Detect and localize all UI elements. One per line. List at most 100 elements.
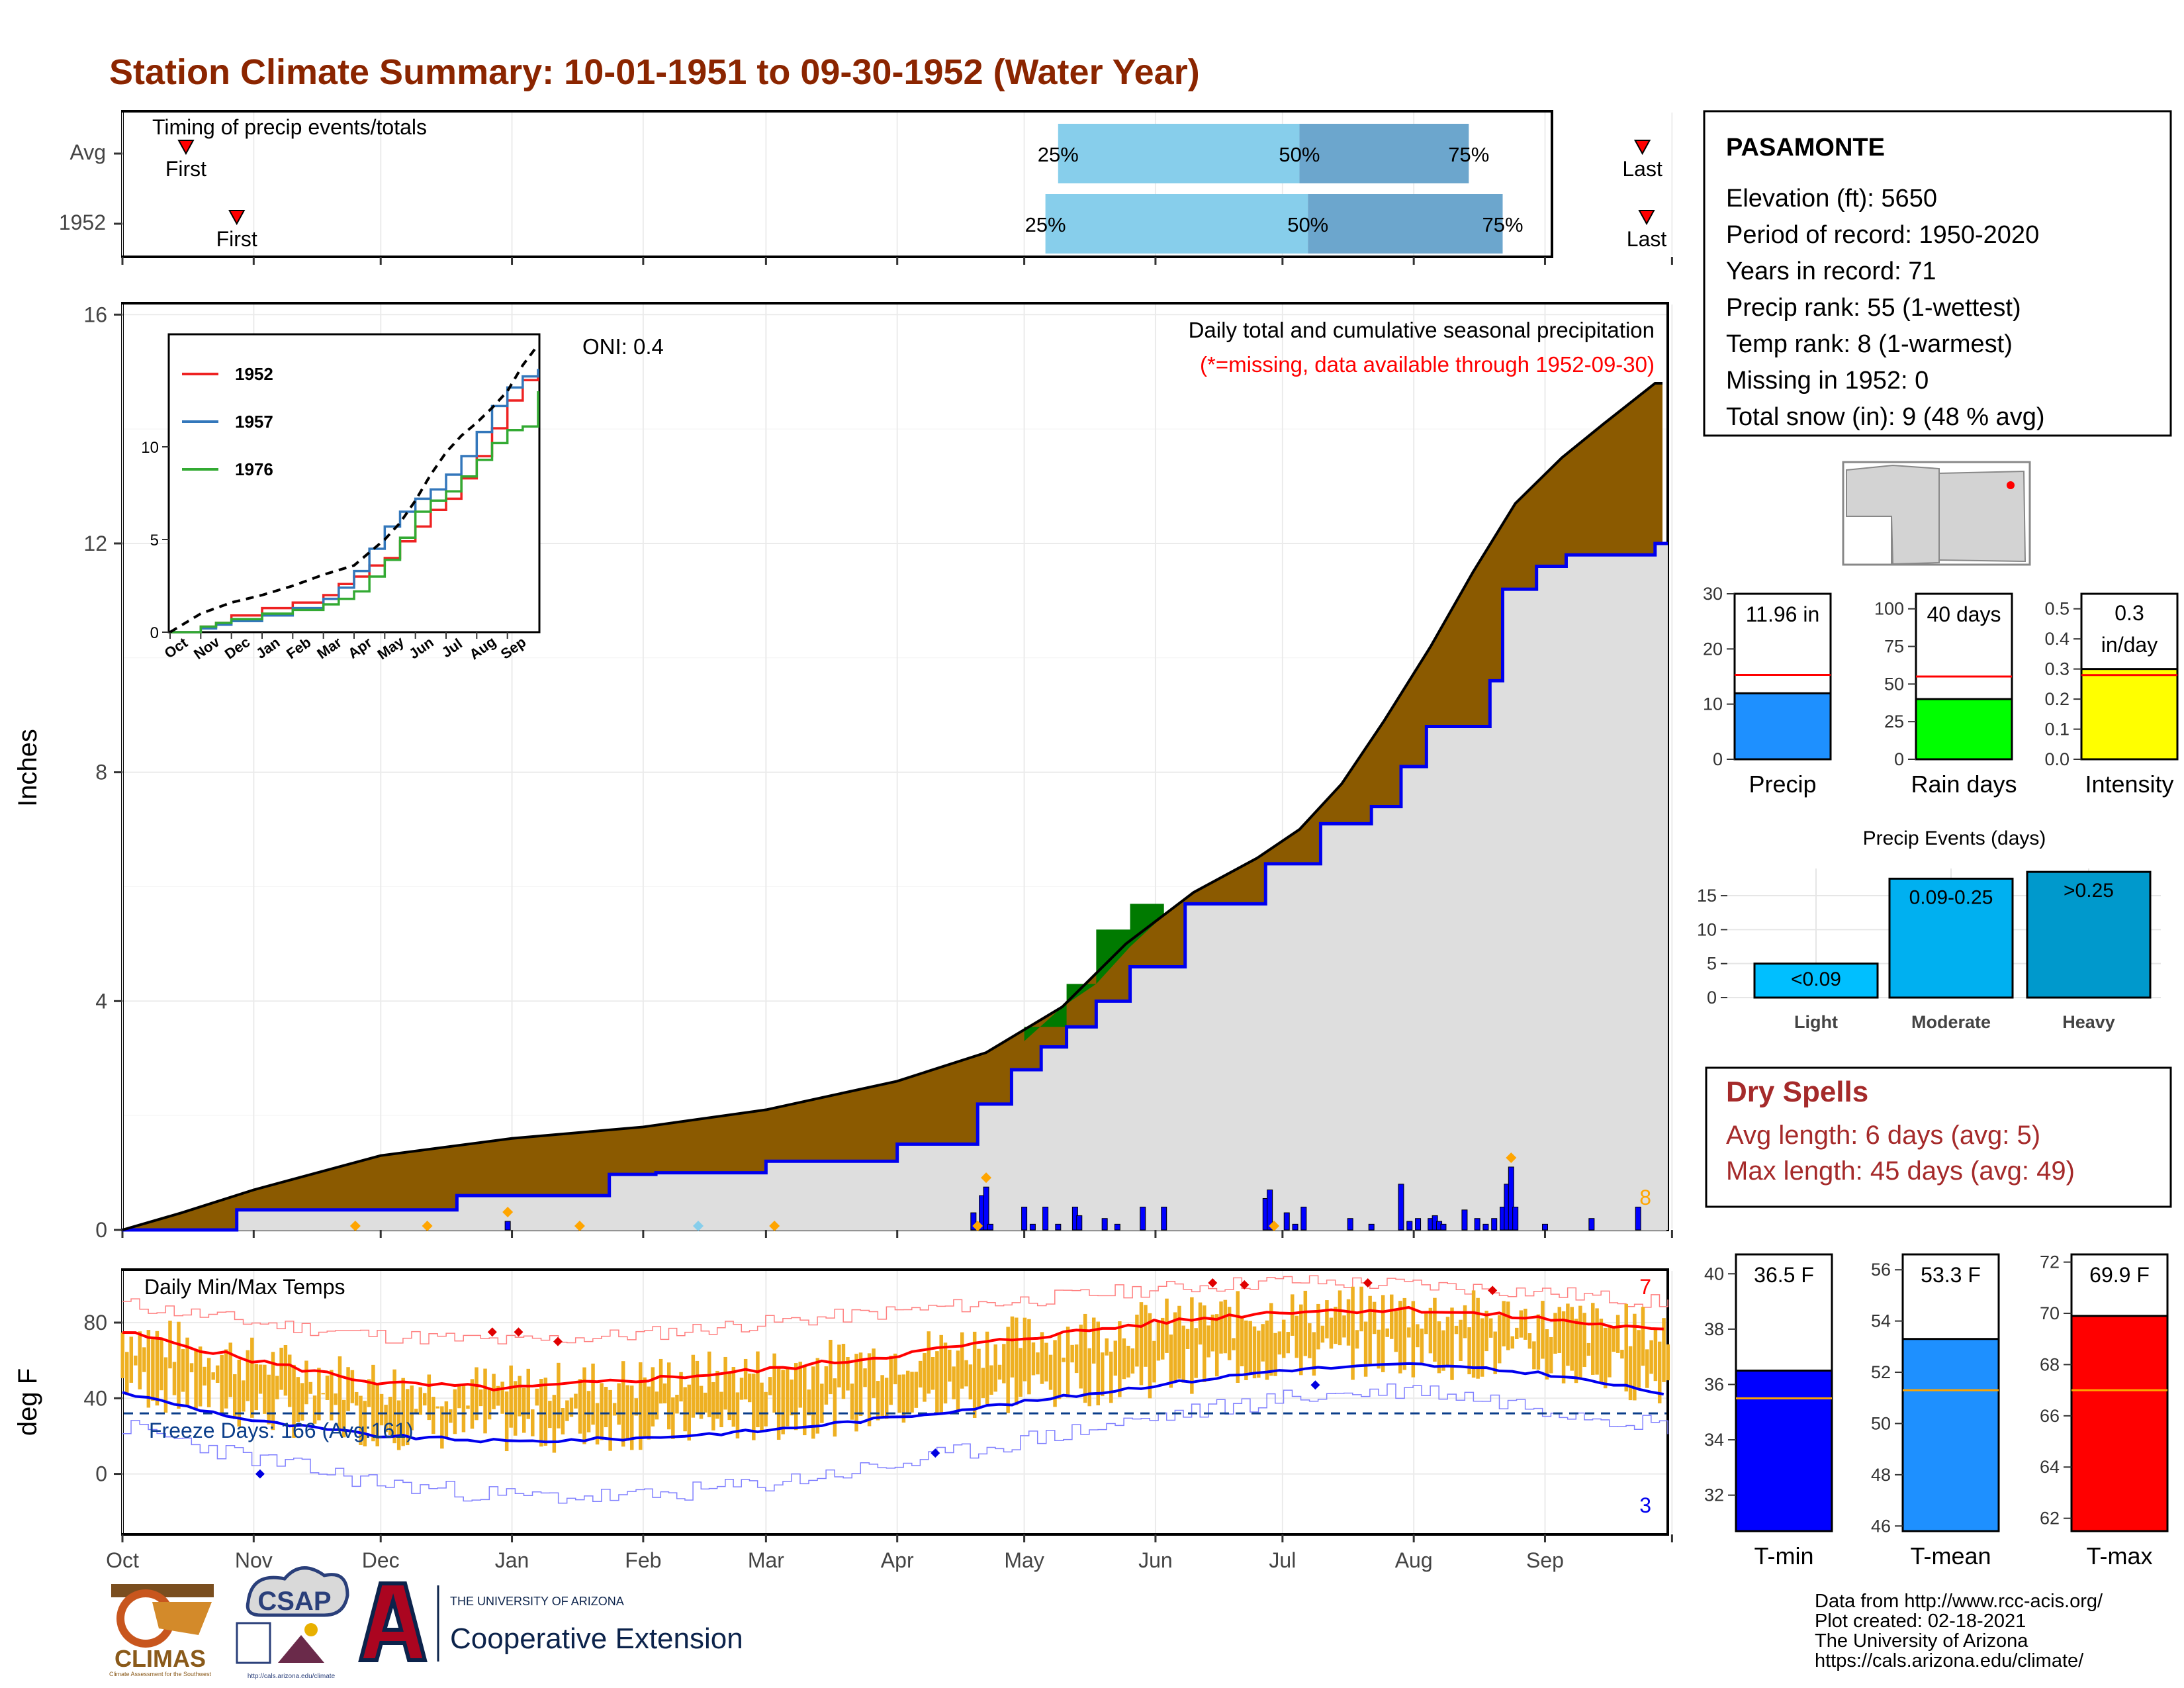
daily-temp-bar xyxy=(1015,1317,1019,1405)
daily-temp-bar xyxy=(1519,1310,1524,1338)
daily-temp-bar xyxy=(1198,1302,1203,1345)
daily-temp-bar xyxy=(1545,1329,1549,1380)
timing-bar-q25-q50 xyxy=(1058,124,1300,183)
daily-temp-bar xyxy=(478,1389,483,1407)
daily-temp-bar xyxy=(1637,1330,1641,1388)
daily-temp-bar xyxy=(1269,1303,1273,1376)
daily-temp-bar xyxy=(1048,1354,1053,1390)
snow-marker xyxy=(769,1221,780,1231)
daily-temp-bar xyxy=(643,1377,647,1438)
daily-temp-bar xyxy=(1074,1344,1079,1374)
daily-temp-bar xyxy=(526,1368,530,1419)
daily-temp-bar xyxy=(1096,1321,1100,1405)
daily-temp-bar xyxy=(1524,1308,1527,1340)
precip-stats-panel: 0 10 20 30 11.96 in Precip 0 25 50 75 100 40 days Ra… xyxy=(1703,584,2179,798)
daily-temp-bar xyxy=(509,1365,513,1428)
station-missing: Missing in 1952: 0 xyxy=(1726,367,1929,395)
daily-temp-bar xyxy=(435,1406,440,1409)
daily-temp-bar xyxy=(1070,1344,1074,1363)
daily-temp-bar xyxy=(1223,1299,1228,1354)
daily-temp-bar xyxy=(198,1346,203,1407)
daily-temp-bar xyxy=(1510,1336,1515,1349)
precip-stat-ytick-label: 0.3 xyxy=(2044,659,2070,679)
month-label: Jul xyxy=(1269,1548,1296,1572)
daily-temp-bar xyxy=(325,1376,330,1400)
daily-temp-bar xyxy=(388,1397,392,1436)
daily-temp-bar xyxy=(215,1365,220,1383)
daily-temp-bar xyxy=(1273,1333,1277,1376)
daily-temp-bar xyxy=(1334,1307,1338,1344)
daily-temp-bar xyxy=(354,1391,359,1406)
record-high-marker xyxy=(1240,1280,1250,1289)
daily-temp-bar xyxy=(1398,1301,1402,1374)
daily-temp-bar xyxy=(159,1337,163,1391)
daily-temp-bar xyxy=(565,1400,569,1421)
daily-temp-bar xyxy=(1633,1313,1637,1401)
inset-legend-label: 1952 xyxy=(235,364,273,384)
daily-temp-bar xyxy=(1536,1314,1541,1370)
daily-temp-bar xyxy=(1493,1331,1497,1374)
station-name: PASAMONTE xyxy=(1726,134,1885,162)
daily-precip-bar xyxy=(1461,1209,1468,1231)
daily-temp-bar xyxy=(504,1391,509,1452)
inset-ytick-label: 10 xyxy=(141,439,159,457)
daily-temp-bar xyxy=(1463,1305,1467,1338)
daily-temp-bar xyxy=(341,1399,346,1438)
daily-temp-bar xyxy=(346,1367,350,1411)
daily-temp-bar xyxy=(1515,1327,1519,1339)
first-marker xyxy=(177,140,195,156)
events-bar-label: 0.09-0.25 xyxy=(1909,886,1993,908)
temp-stat-ytick-label: 70 xyxy=(2040,1303,2060,1323)
daily-temp-bar xyxy=(824,1366,829,1405)
timing-bar-q50-q75 xyxy=(1299,124,1469,183)
locator-map xyxy=(1842,461,2031,566)
normal-cumulative-line xyxy=(122,541,1668,1232)
credit-line-1: Data from http://www.rcc-acis.org/ xyxy=(1815,1591,2103,1612)
daily-temp-bar xyxy=(772,1353,776,1413)
record-high-marker xyxy=(487,1327,497,1337)
timing-row-label-avg: Avg xyxy=(69,140,106,164)
record-high-marker xyxy=(1208,1278,1218,1288)
temp-stat-ytick-label: 54 xyxy=(1871,1311,1891,1331)
precip-stat-panel-0: 0 10 20 30 11.96 in Precip xyxy=(1703,584,1832,798)
temp-stat-ytick-label: 62 xyxy=(2040,1509,2060,1528)
daily-temp-bar xyxy=(283,1344,288,1396)
daily-temp-bar xyxy=(392,1369,396,1444)
precip-stat-ytick-label: 0.1 xyxy=(2044,720,2070,739)
month-label: Aug xyxy=(1395,1548,1433,1572)
daily-temp-bar xyxy=(595,1403,600,1445)
daily-temp-bar xyxy=(237,1360,242,1427)
daily-temp-bar xyxy=(1599,1319,1604,1384)
precip-stat-label: Precip xyxy=(1749,771,1816,798)
daily-temp-bar xyxy=(535,1388,539,1406)
daily-temp-bar xyxy=(884,1378,889,1419)
daily-precip-bar xyxy=(1114,1223,1120,1231)
station-years: Years in record: 71 xyxy=(1726,258,1936,285)
daily-temp-bar xyxy=(1488,1318,1493,1338)
daily-temp-bar xyxy=(1433,1297,1437,1362)
daily-temp-bar xyxy=(1641,1307,1645,1366)
daily-temp-bar xyxy=(129,1336,134,1383)
daily-temp-bar xyxy=(444,1401,449,1438)
station-elevation: Elevation (ft): 5650 xyxy=(1726,185,1937,212)
daily-temp-bar xyxy=(872,1348,876,1398)
daily-temp-bar xyxy=(453,1389,457,1434)
daily-temp-bar xyxy=(134,1355,138,1366)
daily-temp-bar xyxy=(1441,1330,1445,1371)
timing-q25-label: 25% xyxy=(1038,143,1079,166)
daily-temp-bar xyxy=(1316,1303,1320,1350)
month-label: Dec xyxy=(362,1548,400,1572)
daily-temp-bar xyxy=(719,1391,723,1428)
daily-temp-bar xyxy=(956,1350,960,1413)
daily-temp-bar xyxy=(1532,1341,1536,1370)
daily-temp-bar xyxy=(617,1383,621,1425)
daily-temp-bar xyxy=(621,1361,625,1447)
daily-temp-bar xyxy=(1437,1321,1441,1374)
temp-stat-value-label: 36.5 F xyxy=(1754,1263,1814,1287)
temp-stat-ytick-label: 48 xyxy=(1871,1465,1891,1485)
daily-temp-bar xyxy=(531,1409,535,1436)
daily-temp-bar xyxy=(1381,1295,1385,1372)
daily-temp-bar xyxy=(1252,1326,1257,1379)
ua-name: THE UNIVERSITY OF ARIZONA xyxy=(450,1595,624,1608)
daily-temp-bar xyxy=(1281,1319,1286,1358)
